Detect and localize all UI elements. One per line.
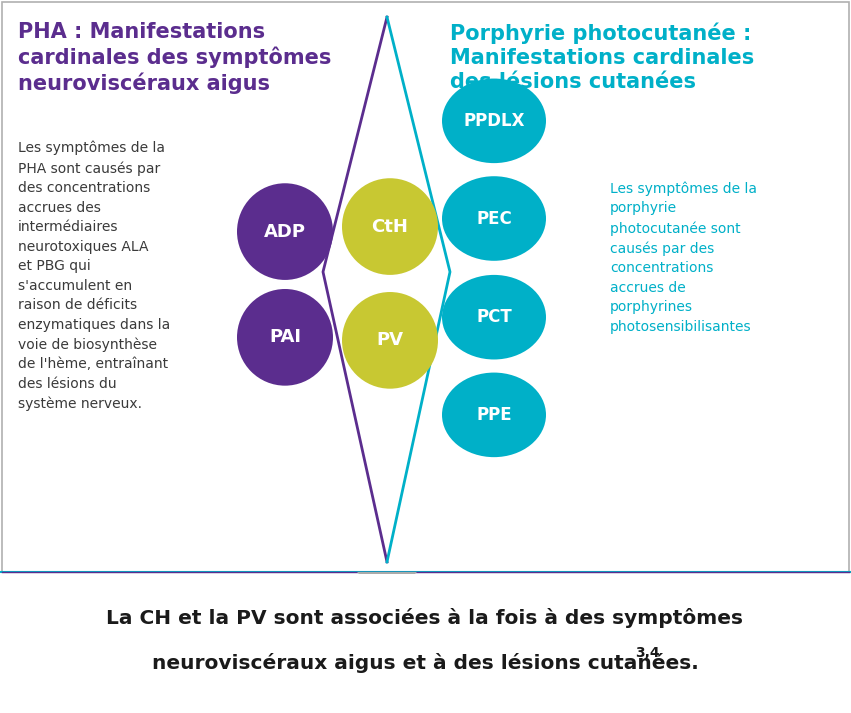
Text: PCT: PCT (476, 308, 511, 326)
Ellipse shape (342, 292, 438, 389)
Ellipse shape (342, 178, 438, 275)
Text: La CH et la PV sont associées à la fois à des symptômes: La CH et la PV sont associées à la fois … (106, 608, 744, 628)
Text: Les symptômes de la
PHA sont causés par
des concentrations
accrues des
intermédi: Les symptômes de la PHA sont causés par … (18, 141, 170, 411)
Ellipse shape (442, 78, 546, 163)
Ellipse shape (237, 183, 333, 280)
Text: PPE: PPE (477, 406, 511, 424)
Text: CtH: CtH (372, 217, 408, 235)
Text: Les symptômes de la
porphyrie
photocutanée sont
causés par des
concentrations
ac: Les symptômes de la porphyrie photocutan… (610, 181, 757, 334)
Text: ADP: ADP (264, 222, 306, 240)
Ellipse shape (237, 289, 333, 386)
Text: PV: PV (376, 332, 403, 349)
Text: 3,4: 3,4 (635, 646, 660, 660)
Ellipse shape (442, 275, 546, 359)
Text: Porphyrie photocutanée :
Manifestations cardinales
des lésions cutanées: Porphyrie photocutanée : Manifestations … (450, 22, 754, 92)
Text: PHA : Manifestations
cardinales des symptômes
neuroviscéraux aigus: PHA : Manifestations cardinales des symp… (18, 22, 331, 94)
Text: PAI: PAI (269, 328, 301, 347)
Text: neuroviscéraux aigus et à des lésions cutanées.: neuroviscéraux aigus et à des lésions cu… (151, 653, 699, 673)
Ellipse shape (442, 373, 546, 457)
Text: PEC: PEC (476, 210, 511, 227)
Text: PPDLX: PPDLX (463, 112, 525, 130)
Polygon shape (357, 572, 417, 602)
Ellipse shape (442, 176, 546, 261)
